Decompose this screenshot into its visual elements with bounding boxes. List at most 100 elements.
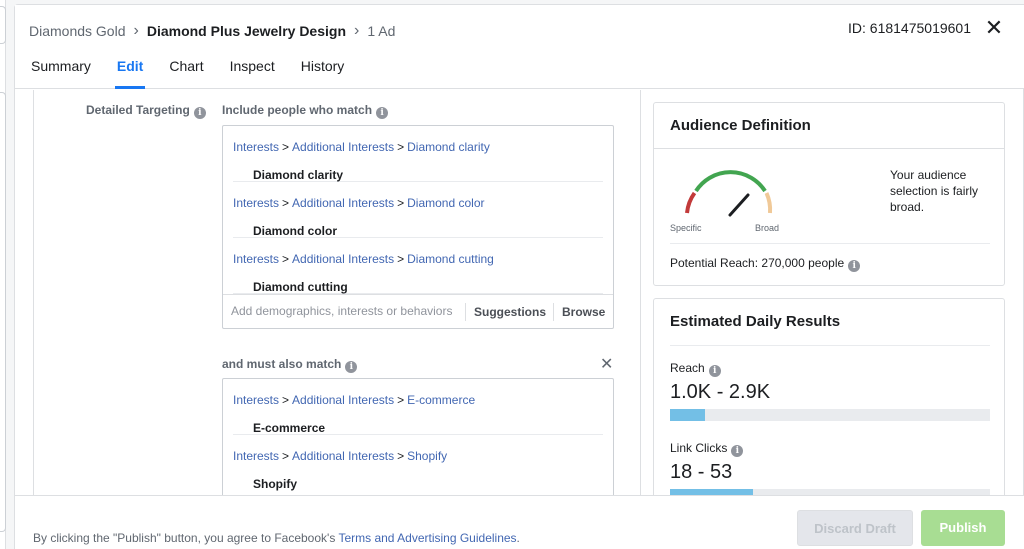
also-match-label-text: and must also match bbox=[222, 357, 342, 371]
discard-draft-button[interactable]: Discard Draft bbox=[797, 510, 913, 546]
path-separator: > bbox=[397, 140, 405, 154]
targeting-path: Interests > Additional Interests > Diamond c… bbox=[233, 196, 485, 210]
path-separator: > bbox=[282, 252, 290, 266]
path-separator: > bbox=[282, 393, 290, 407]
targeting-path: Interests > Additional Interests > Shopify bbox=[233, 449, 447, 463]
targeting-item: Interests > Additional Interests > E-commerc… bbox=[233, 379, 603, 435]
gauge-broad-arc bbox=[764, 192, 773, 214]
remove-group-icon[interactable]: ✕ bbox=[600, 356, 614, 373]
gauge-mid-arc bbox=[694, 170, 767, 193]
path-separator: > bbox=[282, 196, 290, 210]
targeting-item: Interests > Additional Interests > Diamond c… bbox=[233, 182, 603, 238]
targeting-path: Interests > Additional Interests > Diamond c… bbox=[233, 252, 494, 266]
background-panel-edge bbox=[0, 6, 6, 44]
breadcrumb-campaign[interactable]: Diamonds Gold bbox=[29, 23, 126, 39]
legal-prefix: By clicking the "Publish" button, you ag… bbox=[33, 531, 336, 545]
breadcrumb-ad[interactable]: 1 Ad bbox=[367, 23, 396, 39]
gauge-broad-label: Broad bbox=[755, 223, 779, 233]
potential-reach: Potential Reach: 270,000 people i bbox=[670, 243, 990, 272]
divider bbox=[670, 345, 990, 346]
legal-notice: By clicking the "Publish" button, you ag… bbox=[33, 531, 520, 545]
targeting-panel[interactable]: Detailed Targeting i Include people who m… bbox=[33, 90, 641, 495]
path-link[interactable]: Additional Interests bbox=[292, 252, 395, 266]
path-link[interactable]: Diamond clarity bbox=[407, 140, 490, 154]
ad-editor-dialog: Diamonds Gold › Diamond Plus Jewelry Des… bbox=[14, 4, 1024, 549]
dialog-footer: By clicking the "Publish" button, you ag… bbox=[15, 495, 1024, 549]
path-link[interactable]: Additional Interests bbox=[292, 140, 395, 154]
path-separator: > bbox=[397, 252, 405, 266]
gauge-specific-arc bbox=[685, 191, 697, 214]
dialog-content: Detailed Targeting i Include people who m… bbox=[15, 90, 1024, 495]
tab-chart[interactable]: Chart bbox=[169, 58, 204, 74]
browse-button[interactable]: Browse bbox=[553, 303, 613, 321]
tab-edit[interactable]: Edit bbox=[114, 55, 146, 89]
targeting-item: Interests > Additional Interests > Diamond c… bbox=[233, 126, 603, 182]
path-link[interactable]: Interests bbox=[233, 449, 280, 463]
background-panel-edge bbox=[0, 92, 6, 532]
path-link[interactable]: Interests bbox=[233, 252, 280, 266]
targeting-path: Interests > Additional Interests > E-commerc… bbox=[233, 393, 475, 407]
chevron-right-icon: › bbox=[133, 22, 139, 39]
path-separator: > bbox=[282, 449, 290, 463]
include-targeting-box: Interests > Additional Interests > Diamond c… bbox=[222, 125, 614, 329]
targeting-item: Interests > Additional Interests > Diamond c… bbox=[233, 238, 603, 294]
path-link[interactable]: Additional Interests bbox=[292, 449, 395, 463]
info-icon[interactable]: i bbox=[708, 365, 721, 377]
tab-inspect[interactable]: Inspect bbox=[229, 58, 275, 74]
breadcrumb-adset[interactable]: Diamond Plus Jewelry Design bbox=[146, 23, 346, 39]
legal-suffix: . bbox=[516, 531, 520, 545]
audience-sidebar[interactable]: Audience Definition Specific Broad Your … bbox=[653, 90, 1005, 495]
path-link[interactable]: Diamond color bbox=[407, 196, 485, 210]
potential-reach-label: Potential Reach: bbox=[670, 256, 759, 270]
ad-id: ID: 6181475019601 bbox=[848, 20, 971, 36]
link-clicks-label-text: Link Clicks bbox=[670, 441, 728, 455]
terms-link[interactable]: Terms and Advertising Guidelines bbox=[338, 531, 517, 545]
tab-history[interactable]: History bbox=[300, 58, 345, 74]
path-link[interactable]: Diamond cutting bbox=[407, 252, 494, 266]
path-link[interactable]: Additional Interests bbox=[292, 196, 395, 210]
path-link[interactable]: Additional Interests bbox=[292, 393, 395, 407]
path-link[interactable]: Interests bbox=[233, 196, 280, 210]
path-link[interactable]: Interests bbox=[233, 393, 280, 407]
targeting-input-row: Suggestions Browse bbox=[223, 294, 613, 328]
tab-summary[interactable]: Summary bbox=[31, 58, 91, 74]
targeting-path: Interests > Additional Interests > Diamond c… bbox=[233, 140, 490, 154]
targeting-item-name: Diamond color bbox=[253, 224, 338, 238]
path-separator: > bbox=[282, 140, 290, 154]
info-icon[interactable]: i bbox=[345, 361, 358, 373]
path-separator: > bbox=[397, 393, 405, 407]
info-icon[interactable]: i bbox=[848, 260, 861, 272]
path-separator: > bbox=[397, 449, 405, 463]
reach-label: Reach i bbox=[670, 361, 721, 377]
targeting-search-input[interactable] bbox=[231, 304, 467, 318]
path-link[interactable]: Shopify bbox=[407, 449, 448, 463]
targeting-item-name: Diamond clarity bbox=[253, 168, 344, 182]
breadcrumb: Diamonds Gold › Diamond Plus Jewelry Des… bbox=[29, 21, 395, 41]
tab-bar: Summary Edit Chart Inspect History bbox=[29, 55, 368, 89]
link-clicks-value: 18 - 53 bbox=[670, 461, 733, 483]
targeting-item-name: Shopify bbox=[253, 477, 297, 491]
also-match-targeting-box: Interests > Additional Interests > E-commerc… bbox=[222, 378, 614, 495]
path-link[interactable]: E-commerce bbox=[407, 393, 476, 407]
include-label: Include people who match i bbox=[222, 103, 389, 119]
audience-definition-title: Audience Definition bbox=[654, 103, 1004, 149]
include-label-text: Include people who match bbox=[222, 103, 373, 117]
close-icon[interactable]: ✕ bbox=[984, 15, 1004, 40]
estimated-results-title: Estimated Daily Results bbox=[670, 313, 841, 330]
reach-bar-fill bbox=[670, 409, 706, 421]
background-panel bbox=[0, 0, 6, 549]
dialog-header: Diamonds Gold › Diamond Plus Jewelry Des… bbox=[15, 5, 1024, 89]
gauge-needle bbox=[728, 193, 750, 217]
audience-description: Your audience selection is fairly broad. bbox=[890, 168, 979, 214]
targeting-item: Interests > Additional Interests > Shopify S… bbox=[233, 435, 603, 491]
suggestions-button[interactable]: Suggestions bbox=[465, 303, 554, 321]
info-icon[interactable]: i bbox=[731, 445, 744, 457]
path-link[interactable]: Interests bbox=[233, 140, 280, 154]
publish-button[interactable]: Publish bbox=[921, 510, 1005, 546]
info-icon[interactable]: i bbox=[193, 107, 206, 119]
potential-reach-value: 270,000 people bbox=[761, 256, 845, 270]
info-icon[interactable]: i bbox=[376, 107, 389, 119]
reach-value: 1.0K - 2.9K bbox=[670, 381, 771, 403]
gauge-specific-label: Specific bbox=[670, 223, 702, 233]
reach-label-text: Reach bbox=[670, 361, 705, 375]
